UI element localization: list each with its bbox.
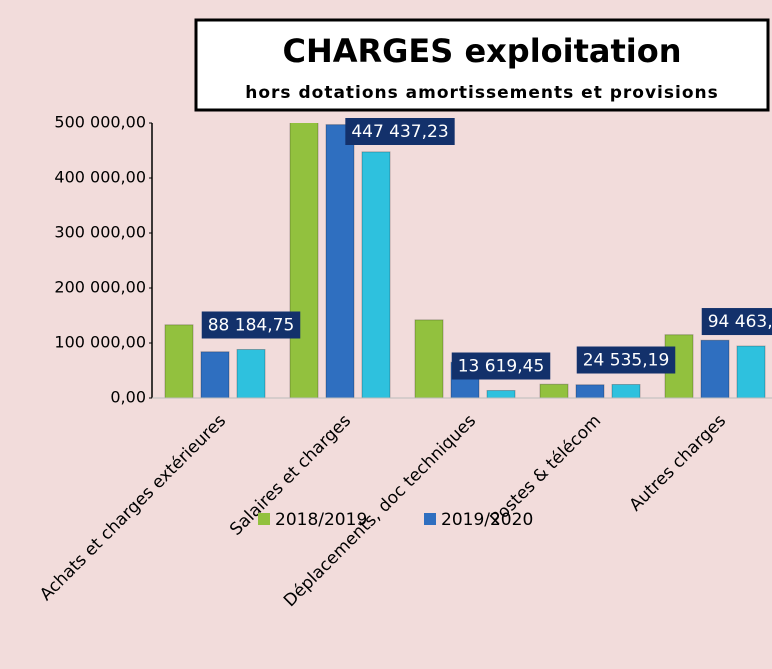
y-tick-label: 200 000,00 [54,278,146,297]
y-tick-label: 400 000,00 [54,168,146,187]
y-tick-label: 300 000,00 [54,223,146,242]
bar [414,319,444,399]
bar [611,384,641,399]
legend-label: 2019/2020 [441,510,533,530]
bar [236,348,266,399]
legend-swatch [258,513,270,525]
legend-swatch [424,513,436,525]
title-box [194,18,770,112]
y-tick-label: 100 000,00 [54,333,146,352]
bar [200,351,230,399]
bar [700,339,730,399]
bar [361,151,391,399]
data-label-box [701,308,772,336]
data-label: 94 463,75 [708,312,772,332]
bar [164,324,194,399]
bar [325,124,355,399]
data-label-box [345,118,455,145]
bar [289,123,319,399]
data-label: 88 184,75 [208,315,295,335]
legend-label: 2018/2019 [275,510,367,530]
bar [539,383,569,399]
bar [736,345,766,399]
data-label: 447 437,23 [351,122,448,142]
bar [575,384,605,399]
data-label-box [201,311,301,339]
data-label-box [576,346,676,374]
data-label-box [451,352,551,380]
data-label: 13 619,45 [458,357,545,377]
chart-title: CHARGES exploitation [282,32,681,70]
data-label: 24 535,19 [583,351,670,371]
y-tick-label: 500 000,00 [54,113,146,132]
chart-subtitle: hors dotations amortissements et provisi… [245,83,718,103]
y-tick-label: 0,00 [110,388,146,407]
plot-area [164,123,766,399]
bar [486,390,516,399]
